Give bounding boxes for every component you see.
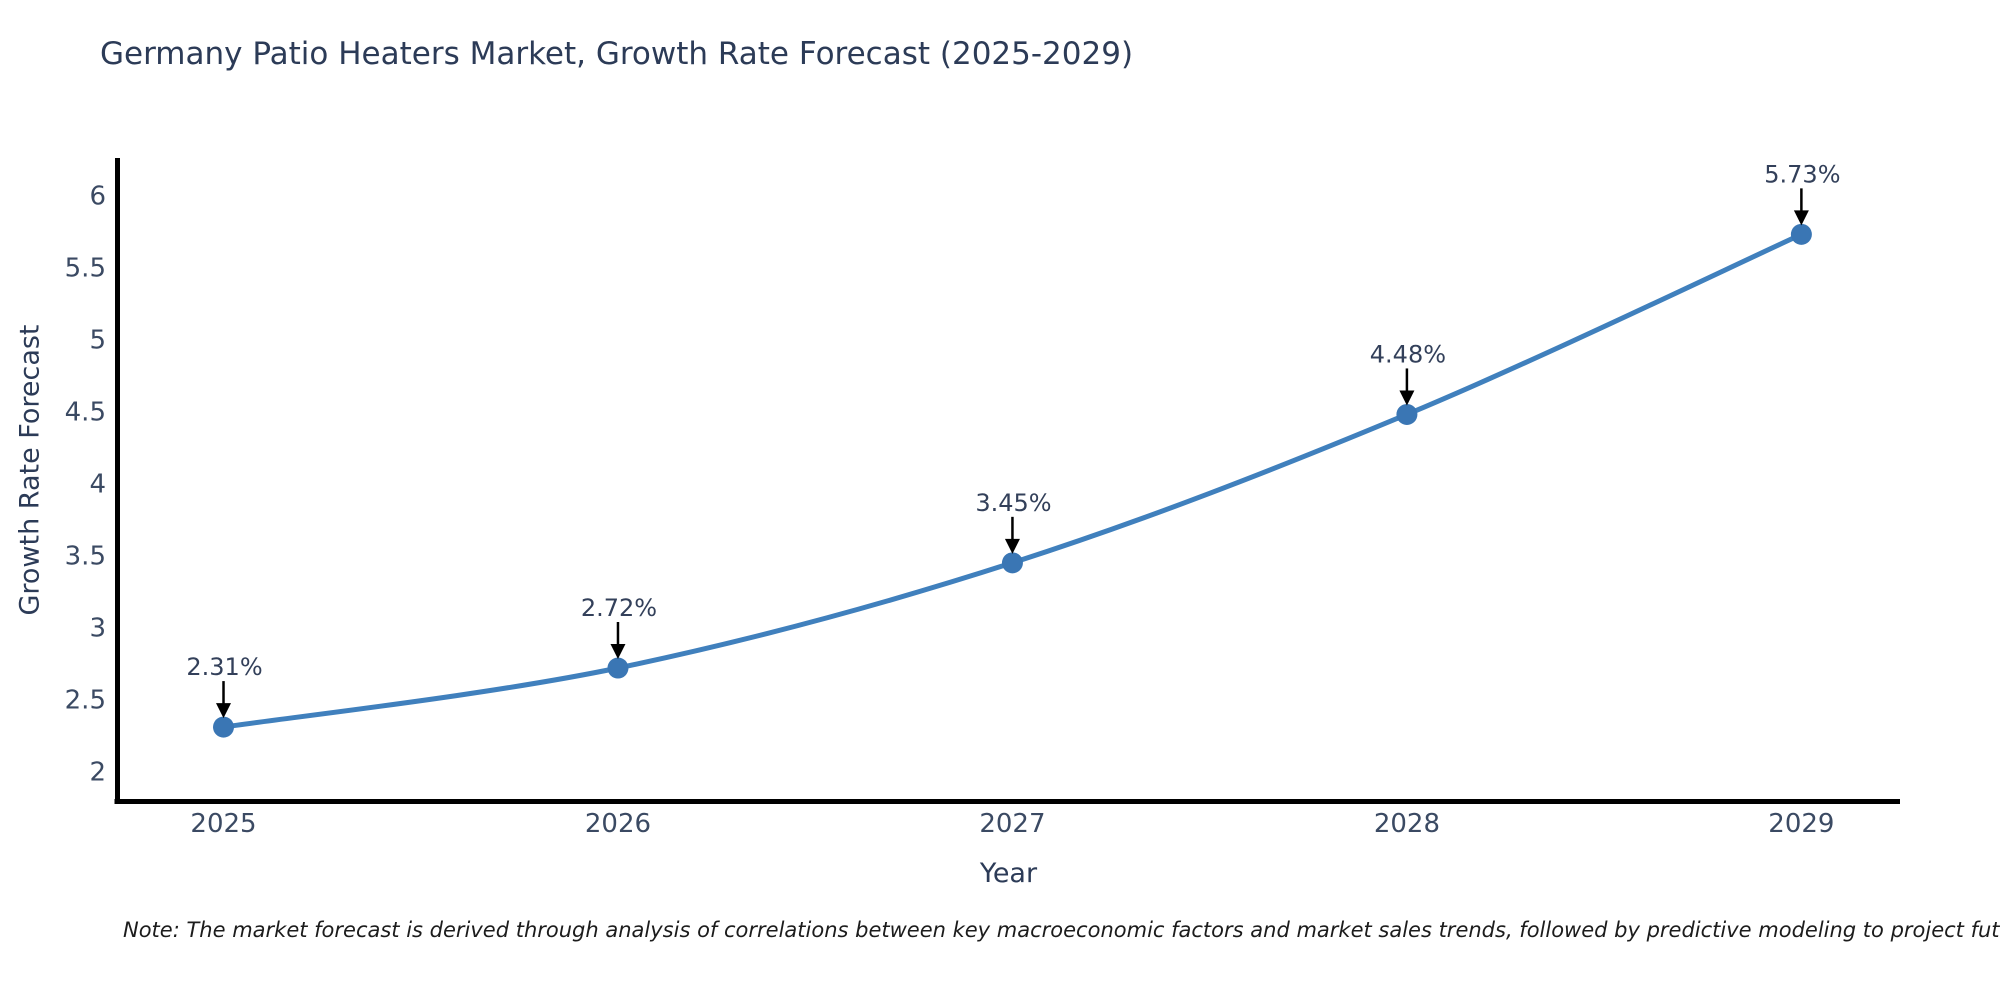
data-point-label: 2.31% xyxy=(186,653,262,681)
annotation-arrow-head xyxy=(216,703,232,719)
series-line xyxy=(221,231,1804,730)
annotation-arrow-head xyxy=(1399,390,1415,406)
x-tick-label: 2029 xyxy=(1768,809,1834,839)
y-tick-label: 4 xyxy=(89,470,106,500)
y-tick-label: 5.5 xyxy=(65,253,106,283)
annotation-arrow-head xyxy=(1793,210,1809,226)
data-point-label: 5.73% xyxy=(1764,160,1840,188)
data-point-label: 4.48% xyxy=(1370,340,1446,368)
data-point-label: 3.45% xyxy=(975,489,1051,517)
y-tick-label: 4.5 xyxy=(65,398,106,428)
data-point-2027 xyxy=(1001,552,1023,574)
y-axis-title: Growth Rate Forecast xyxy=(14,324,46,616)
footnote-text: Note: The market forecast is derived thr… xyxy=(123,918,2000,942)
data-point-2029 xyxy=(1790,223,1812,245)
annotation-arrow-head xyxy=(610,644,626,660)
data-point-2025 xyxy=(213,716,235,738)
x-tick-label: 2026 xyxy=(585,809,651,839)
y-tick-label: 6 xyxy=(89,181,106,211)
y-tick-label: 3 xyxy=(89,614,106,644)
chart-title: Germany Patio Heaters Market, Growth Rat… xyxy=(100,36,1134,72)
data-point-2028 xyxy=(1396,403,1418,425)
data-point-label: 2.72% xyxy=(581,594,657,622)
y-tick-label: 2 xyxy=(89,758,106,788)
y-tick-label: 2.5 xyxy=(65,686,106,716)
y-tick-label: 3.5 xyxy=(65,542,106,572)
x-tick-label: 2025 xyxy=(190,809,256,839)
x-axis-title: Year xyxy=(979,858,1038,889)
x-tick-label: 2028 xyxy=(1374,809,1440,839)
y-tick-label: 5 xyxy=(89,326,106,356)
x-tick-label: 2027 xyxy=(979,809,1045,839)
annotation-arrow-head xyxy=(1004,538,1020,554)
data-point-2026 xyxy=(607,657,629,679)
